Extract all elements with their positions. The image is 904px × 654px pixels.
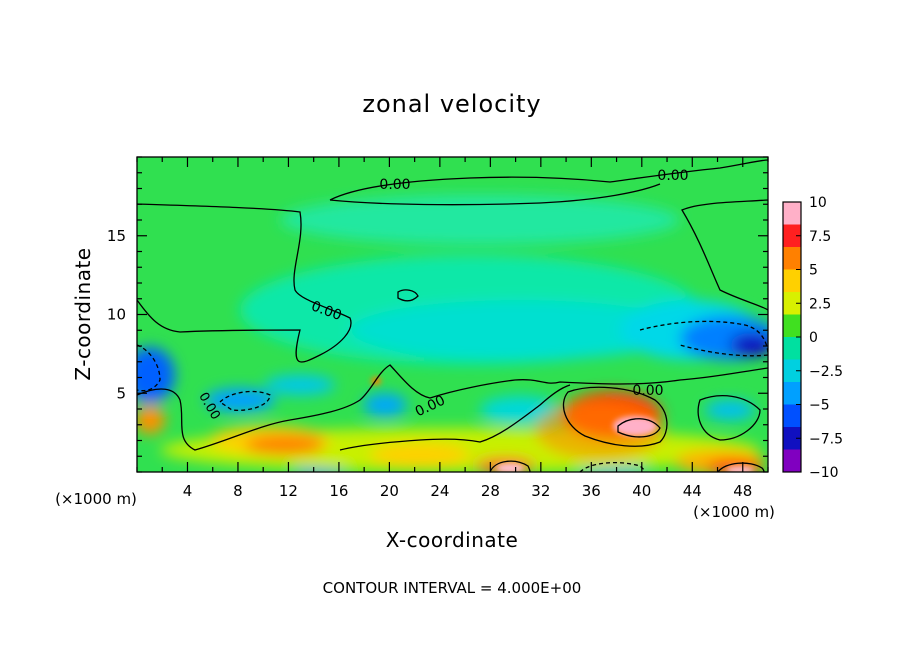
x-axis-ticks: 4 8 12 16 20 24 28 32 36 40 44 48	[136, 157, 769, 500]
colorbar-tick-label: 7.5	[809, 229, 831, 245]
top-cyan-cap	[280, 195, 680, 245]
colorbar-tick-label: −5	[809, 398, 830, 414]
lower-blue-streak-3	[363, 393, 407, 417]
contour-top-zero-lower	[329, 183, 661, 206]
colorbar-tick-label: −2.5	[809, 364, 843, 380]
colorbar-segment	[783, 404, 801, 428]
contour-lower-zero-2	[339, 384, 571, 451]
x-tick-label: 16	[329, 482, 348, 500]
contour-interval-note: CONTOUR INTERVAL = 4.000E+00	[323, 579, 582, 597]
colorbar-segment	[783, 202, 801, 225]
colorbar-segment	[783, 359, 801, 383]
contour-small-loop	[397, 289, 419, 302]
x-tick-label: 24	[430, 482, 449, 500]
x-axis-label: X-coordinate	[386, 528, 519, 552]
contour-left-zero	[137, 203, 352, 363]
x-tick-label: 36	[582, 482, 601, 500]
x-tick-label: 4	[183, 482, 193, 500]
colorbar-tick-label: 10	[809, 195, 827, 211]
yellow-patch-2	[370, 443, 470, 467]
contour-label-top: 0.00	[379, 177, 410, 193]
orange-patch-1	[245, 435, 325, 455]
contour-lower-zero	[137, 364, 768, 451]
colorbar-tick-label: −7.5	[809, 431, 843, 447]
contour-right-lower-loop	[697, 395, 761, 441]
red-peak	[613, 416, 657, 436]
contour-label-lower-right: 0.00	[632, 383, 663, 399]
lower-blue-streak-5	[705, 400, 755, 420]
contour-blue-loop-3	[137, 344, 161, 392]
contour-red-loop	[562, 386, 668, 447]
contour-right-zero	[681, 199, 768, 311]
colorbar-segment	[783, 449, 801, 473]
x-tick-label: 12	[279, 482, 298, 500]
colorbar-segment	[783, 247, 801, 270]
bottom-pink-peak	[496, 463, 524, 472]
colorbar-ticks: 10 7.5 5 2.5 0 −2.5 −5 −7.5 −10	[796, 195, 843, 481]
x-tick-label: 20	[380, 482, 399, 500]
y-tick-label: 5	[116, 384, 126, 402]
colorbar-tick-label: 5	[809, 263, 818, 279]
lower-blue-streak-2	[265, 375, 335, 395]
colorbar-segment	[783, 269, 801, 293]
bottom-pink-peak-right	[726, 466, 754, 472]
colorbar-segment	[783, 292, 801, 315]
x-tick-label: 28	[481, 482, 500, 500]
x-tick-label: 8	[233, 482, 243, 500]
x-unit-right: (×1000 m)	[693, 503, 775, 521]
colorbar-segment	[783, 427, 801, 450]
colorbar-segment	[783, 224, 801, 248]
chart-title: zonal velocity	[362, 90, 541, 118]
lower-blue-streak-1	[205, 388, 275, 412]
orange-patch-2	[137, 406, 165, 434]
y-tick-label: 15	[107, 227, 126, 245]
x-unit-left: (×1000 m)	[55, 490, 137, 508]
contour-blue-loop-2	[639, 320, 768, 357]
colorbar-tick-label: −10	[809, 465, 839, 481]
velocity-peaks	[371, 377, 754, 472]
y-axis-label: Z-coordinate	[71, 247, 95, 380]
x-tick-label: 48	[733, 482, 752, 500]
colorbar-tick-label: 2.5	[809, 296, 831, 312]
contour-label-top-right: 0.00	[657, 168, 688, 184]
x-tick-label: 40	[632, 482, 651, 500]
upper-cyan-core	[350, 300, 690, 360]
y-tick-label: 10	[107, 306, 126, 324]
colorbar-segment	[783, 382, 801, 405]
orange-halo	[535, 400, 665, 460]
colorbar-tick-label: 0	[809, 330, 818, 346]
contour-red-inner	[617, 418, 661, 438]
colorbar-segment	[783, 314, 801, 338]
colorbar	[782, 201, 802, 473]
contour-bottom-blue	[579, 462, 646, 472]
contour-top-zero	[329, 159, 768, 201]
x-tick-label: 32	[531, 482, 550, 500]
right-blue-jet-core	[730, 333, 768, 357]
x-tick-label: 44	[683, 482, 702, 500]
contour-blue-loop-1	[218, 390, 271, 411]
velocity-field	[137, 195, 768, 472]
y-axis-ticks: 5 10 15	[107, 156, 768, 473]
colorbar-segment	[783, 337, 801, 360]
left-blue-region	[137, 347, 175, 403]
plot-area	[137, 157, 768, 472]
lower-blue-streak-4	[480, 396, 560, 424]
contour-lines	[137, 159, 768, 472]
